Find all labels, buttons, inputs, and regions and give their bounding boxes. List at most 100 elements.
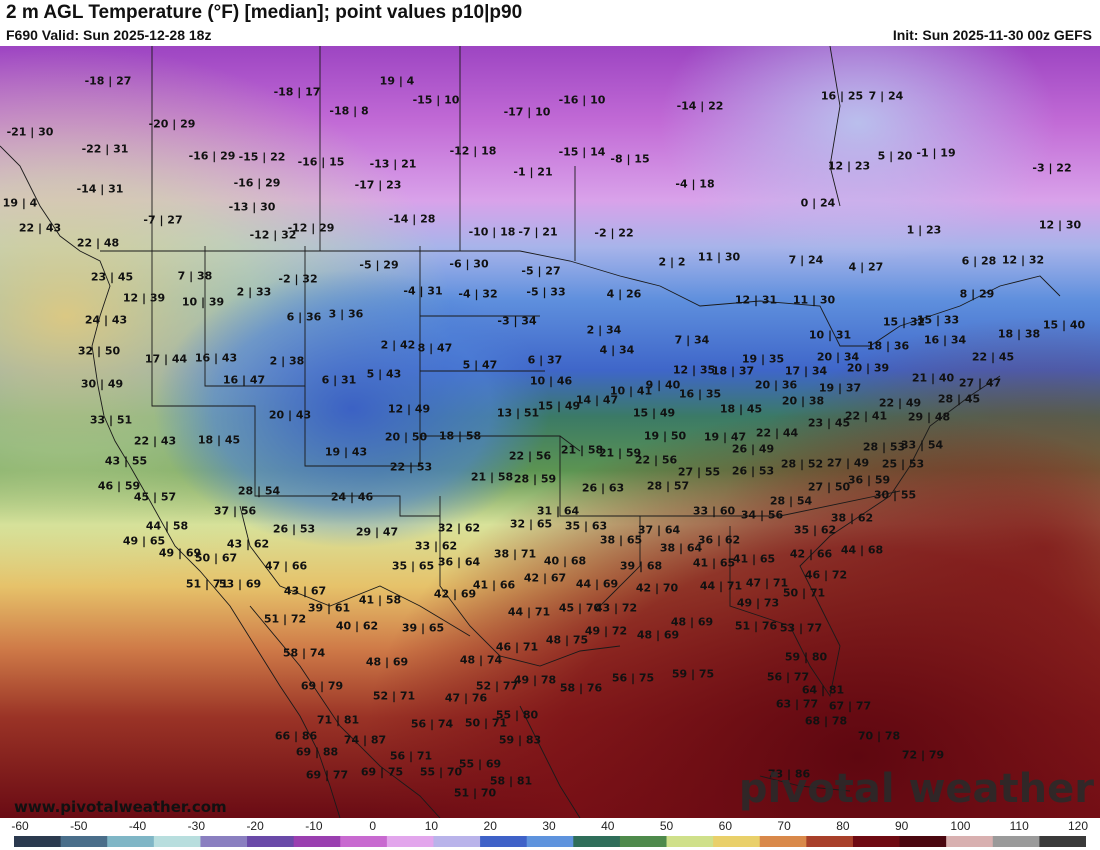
point-value: -16 | 29	[233, 176, 281, 190]
point-value: 15 | 49	[632, 406, 676, 420]
point-value: -18 | 8	[329, 104, 369, 118]
point-value: 22 | 56	[508, 449, 552, 463]
point-value: 33 | 51	[89, 413, 133, 427]
point-value: 19 | 37	[818, 381, 862, 395]
colorbar: -60 -50 -40 -30 -20 -10 0 10 20 30 40 50 60 70 80 90 100…	[0, 818, 1100, 850]
colorbar-tick-label: 110	[1009, 819, 1029, 833]
point-value: -16 | 10	[558, 93, 606, 107]
colorbar-segment	[946, 836, 994, 847]
point-value: -15 | 22	[238, 150, 286, 164]
colorbar-tick-label: -40	[128, 819, 147, 833]
point-value: 0 | 24	[800, 196, 836, 210]
point-value: 6 | 31	[321, 373, 357, 387]
colorbar-segment	[247, 836, 295, 847]
point-value: 51 | 76	[734, 619, 778, 633]
point-value: 28 | 59	[513, 472, 557, 486]
point-value: 22 | 43	[133, 434, 177, 448]
point-value: 44 | 71	[507, 605, 551, 619]
point-value: 12 | 49	[387, 402, 431, 416]
point-value: -13 | 30	[228, 200, 276, 214]
point-value: -16 | 29	[188, 149, 236, 163]
point-value: 21 | 59	[598, 446, 642, 460]
point-value: 22 | 53	[389, 460, 433, 474]
point-value: 37 | 64	[637, 523, 681, 537]
point-value: 46 | 59	[97, 479, 141, 493]
point-value: 22 | 49	[878, 396, 922, 410]
colorbar-segment	[759, 836, 807, 847]
point-value: 20 | 43	[268, 408, 312, 422]
point-value: 42 | 69	[433, 587, 477, 601]
point-value: 7 | 24	[788, 253, 824, 267]
point-value: 36 | 59	[847, 473, 891, 487]
point-value: 27 | 50	[807, 480, 851, 494]
point-value: 49 | 73	[736, 596, 780, 610]
colorbar-tick-label: 0	[369, 819, 376, 833]
point-value: 21 | 40	[911, 371, 955, 385]
point-value: 52 | 71	[372, 689, 416, 703]
point-value: 42 | 66	[789, 547, 833, 561]
point-value: 19 | 4	[379, 74, 415, 88]
point-value: -20 | 29	[148, 117, 196, 131]
colorbar-segment	[107, 836, 155, 847]
point-value: 39 | 68	[619, 559, 663, 573]
colorbar-tick-label: 10	[424, 819, 439, 833]
point-value: 22 | 45	[971, 350, 1015, 364]
point-value: 58 | 81	[489, 774, 533, 788]
point-value: 59 | 83	[498, 733, 542, 747]
point-value: 9 | 40	[645, 378, 681, 392]
point-value: 51 | 71	[185, 577, 229, 591]
point-value: 53 | 69	[218, 577, 262, 591]
colorbar-tick-label: 30	[542, 819, 556, 833]
point-value: 66 | 86	[274, 729, 318, 743]
point-value: 3 | 36	[328, 307, 364, 321]
colorbar-segment	[666, 836, 714, 847]
website-credit[interactable]: www.pivotalweather.com	[14, 798, 227, 816]
colorbar-tick-label: 70	[777, 819, 791, 833]
point-value: 28 | 54	[237, 484, 281, 498]
point-value: -8 | 15	[610, 152, 650, 166]
init-time: Init: Sun 2025-11-30 00z GEFS	[892, 27, 1092, 43]
colorbar-segment	[713, 836, 761, 847]
colorbar-tick-label: -60	[11, 819, 29, 833]
point-value: 39 | 65	[401, 621, 445, 635]
point-value: 6 | 37	[527, 353, 563, 367]
point-value: -2 | 32	[278, 272, 318, 286]
point-value: -10 | 18	[468, 225, 516, 239]
point-value: 48 | 69	[670, 615, 714, 629]
point-value: 50 | 67	[194, 551, 238, 565]
point-value: 10 | 41	[609, 384, 653, 398]
point-value: 4 | 26	[606, 287, 642, 301]
point-value: 17 | 34	[784, 364, 828, 378]
colorbar-segment	[1039, 836, 1086, 847]
point-value: 38 | 64	[659, 541, 703, 555]
temperature-map[interactable]: -18 | 27 -18 | 17 19 | 4 -15 | 10 -18 | 8 -17…	[0, 46, 1100, 818]
point-value: -2 | 22	[594, 226, 634, 240]
point-value: 5 | 43	[366, 367, 402, 381]
point-value: 21 | 58	[560, 443, 604, 457]
point-value: 32 | 50	[77, 344, 121, 358]
point-value: 1 | 23	[906, 223, 942, 237]
point-value: 22 | 56	[634, 453, 678, 467]
point-value: 50 | 71	[464, 716, 508, 730]
point-value: -7 | 27	[143, 213, 183, 227]
point-value: 46 | 71	[495, 640, 539, 654]
point-value: 69 | 75	[360, 765, 404, 779]
point-value: 16 | 43	[194, 351, 238, 365]
point-value: 64 | 81	[801, 683, 845, 697]
point-value: 56 | 74	[410, 717, 454, 731]
point-value: 12 | 32	[1001, 253, 1045, 267]
point-value: 27 | 47	[958, 376, 1002, 390]
colorbar-tick-label: 120	[1067, 819, 1089, 833]
point-value: 26 | 63	[581, 481, 625, 495]
colorbar-tick-label: 40	[601, 819, 615, 833]
point-value: 40 | 68	[543, 554, 587, 568]
colorbar-tick-label: 50	[659, 819, 674, 833]
colorbar-segment	[60, 836, 108, 847]
point-value: 28 | 52	[780, 457, 824, 471]
point-value: 33 | 62	[414, 539, 458, 553]
colorbar-segment	[386, 836, 434, 847]
point-value: 10 | 39	[181, 295, 225, 309]
point-value: -5 | 27	[521, 264, 561, 278]
point-value: -12 | 32	[249, 228, 297, 242]
brand-logo: pivotal weather	[738, 766, 1094, 812]
